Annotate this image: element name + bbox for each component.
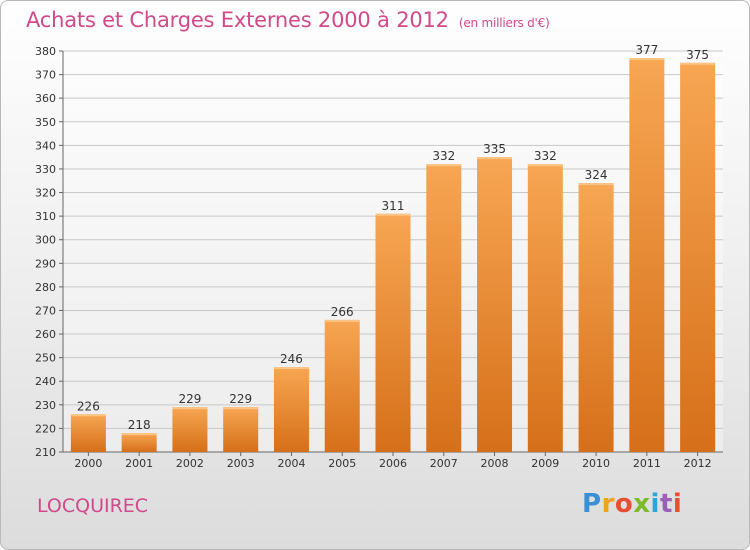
data-label: 375 xyxy=(686,48,709,62)
data-label: 229 xyxy=(229,392,252,406)
y-tick-label: 380 xyxy=(35,45,56,58)
bar xyxy=(70,414,106,452)
bar-highlight xyxy=(223,407,259,410)
logo-letter: i xyxy=(672,489,683,519)
data-label: 266 xyxy=(331,305,354,319)
bar xyxy=(273,367,309,452)
data-label: 311 xyxy=(382,199,405,213)
bar xyxy=(172,407,208,452)
data-label: 332 xyxy=(432,149,455,163)
bar-highlight xyxy=(578,183,614,186)
y-tick-label: 300 xyxy=(35,234,56,247)
y-tick-label: 370 xyxy=(35,69,56,82)
bar xyxy=(680,62,716,452)
data-label: 324 xyxy=(585,168,608,182)
bar-highlight xyxy=(273,367,309,370)
proxiti-logo: Proxiti xyxy=(582,489,682,519)
bar xyxy=(578,183,614,452)
bar xyxy=(375,213,411,452)
y-tick-label: 230 xyxy=(35,399,56,412)
data-label: 335 xyxy=(483,142,506,156)
x-tick-label: 2011 xyxy=(633,457,661,470)
y-tick-label: 340 xyxy=(35,139,56,152)
x-tick-label: 2000 xyxy=(74,457,102,470)
logo-letter: i xyxy=(650,489,660,519)
x-tick-label: 2008 xyxy=(481,457,509,470)
data-label: 229 xyxy=(178,392,201,406)
logo-letter: o xyxy=(614,489,634,519)
x-tick-label: 2001 xyxy=(125,457,153,470)
y-tick-label: 260 xyxy=(35,328,56,341)
y-tick-label: 250 xyxy=(35,352,56,365)
y-tick-label: 280 xyxy=(35,281,56,294)
y-tick-label: 320 xyxy=(35,187,56,200)
x-tick-label: 2005 xyxy=(328,457,356,470)
bar-highlight xyxy=(172,407,208,410)
bar-highlight xyxy=(527,164,563,167)
chart-title-text: Achats et Charges Externes 2000 à 2012 xyxy=(26,8,449,32)
logo-letter: r xyxy=(601,489,615,519)
bar-highlight xyxy=(70,414,106,417)
x-tick-label: 2007 xyxy=(430,457,458,470)
data-label: 332 xyxy=(534,149,557,163)
data-label: 218 xyxy=(128,418,151,432)
bar xyxy=(324,319,360,452)
y-tick-label: 360 xyxy=(35,92,56,105)
x-tick-label: 2009 xyxy=(531,457,559,470)
x-tick-label: 2006 xyxy=(379,457,407,470)
bar-highlight xyxy=(121,433,157,436)
bar xyxy=(223,407,259,452)
y-tick-label: 270 xyxy=(35,304,56,317)
bar-highlight xyxy=(324,319,360,322)
y-tick-label: 310 xyxy=(35,210,56,223)
bar xyxy=(527,164,563,453)
bar-highlight xyxy=(680,62,716,65)
bar xyxy=(121,433,157,452)
commune-name: LOCQUIREC xyxy=(37,495,149,517)
x-tick-label: 2012 xyxy=(684,457,712,470)
logo-letter: P xyxy=(582,489,602,519)
y-tick-label: 330 xyxy=(35,163,56,176)
bar-highlight xyxy=(629,58,665,61)
x-tick-label: 2004 xyxy=(277,457,305,470)
bar-highlight xyxy=(426,164,462,167)
x-tick-label: 2010 xyxy=(582,457,610,470)
y-tick-label: 350 xyxy=(35,116,56,129)
y-tick-label: 220 xyxy=(35,422,56,435)
y-tick-label: 290 xyxy=(35,257,56,270)
bar xyxy=(426,164,462,453)
chart-title: Achats et Charges Externes 2000 à 2012 (e… xyxy=(26,8,550,32)
y-tick-label: 210 xyxy=(35,446,56,459)
bar-highlight xyxy=(477,157,513,160)
data-label: 246 xyxy=(280,352,303,366)
data-label: 377 xyxy=(635,43,658,57)
chart-unit: (en milliers d'€) xyxy=(458,16,550,30)
bar-highlight xyxy=(375,213,411,216)
x-tick-label: 2003 xyxy=(227,457,255,470)
bar xyxy=(629,58,665,452)
logo-letter: t xyxy=(659,489,673,519)
bar xyxy=(477,157,513,452)
x-tick-label: 2002 xyxy=(176,457,204,470)
y-tick-label: 240 xyxy=(35,375,56,388)
logo-letter: x xyxy=(633,489,651,519)
data-label: 226 xyxy=(77,399,100,413)
